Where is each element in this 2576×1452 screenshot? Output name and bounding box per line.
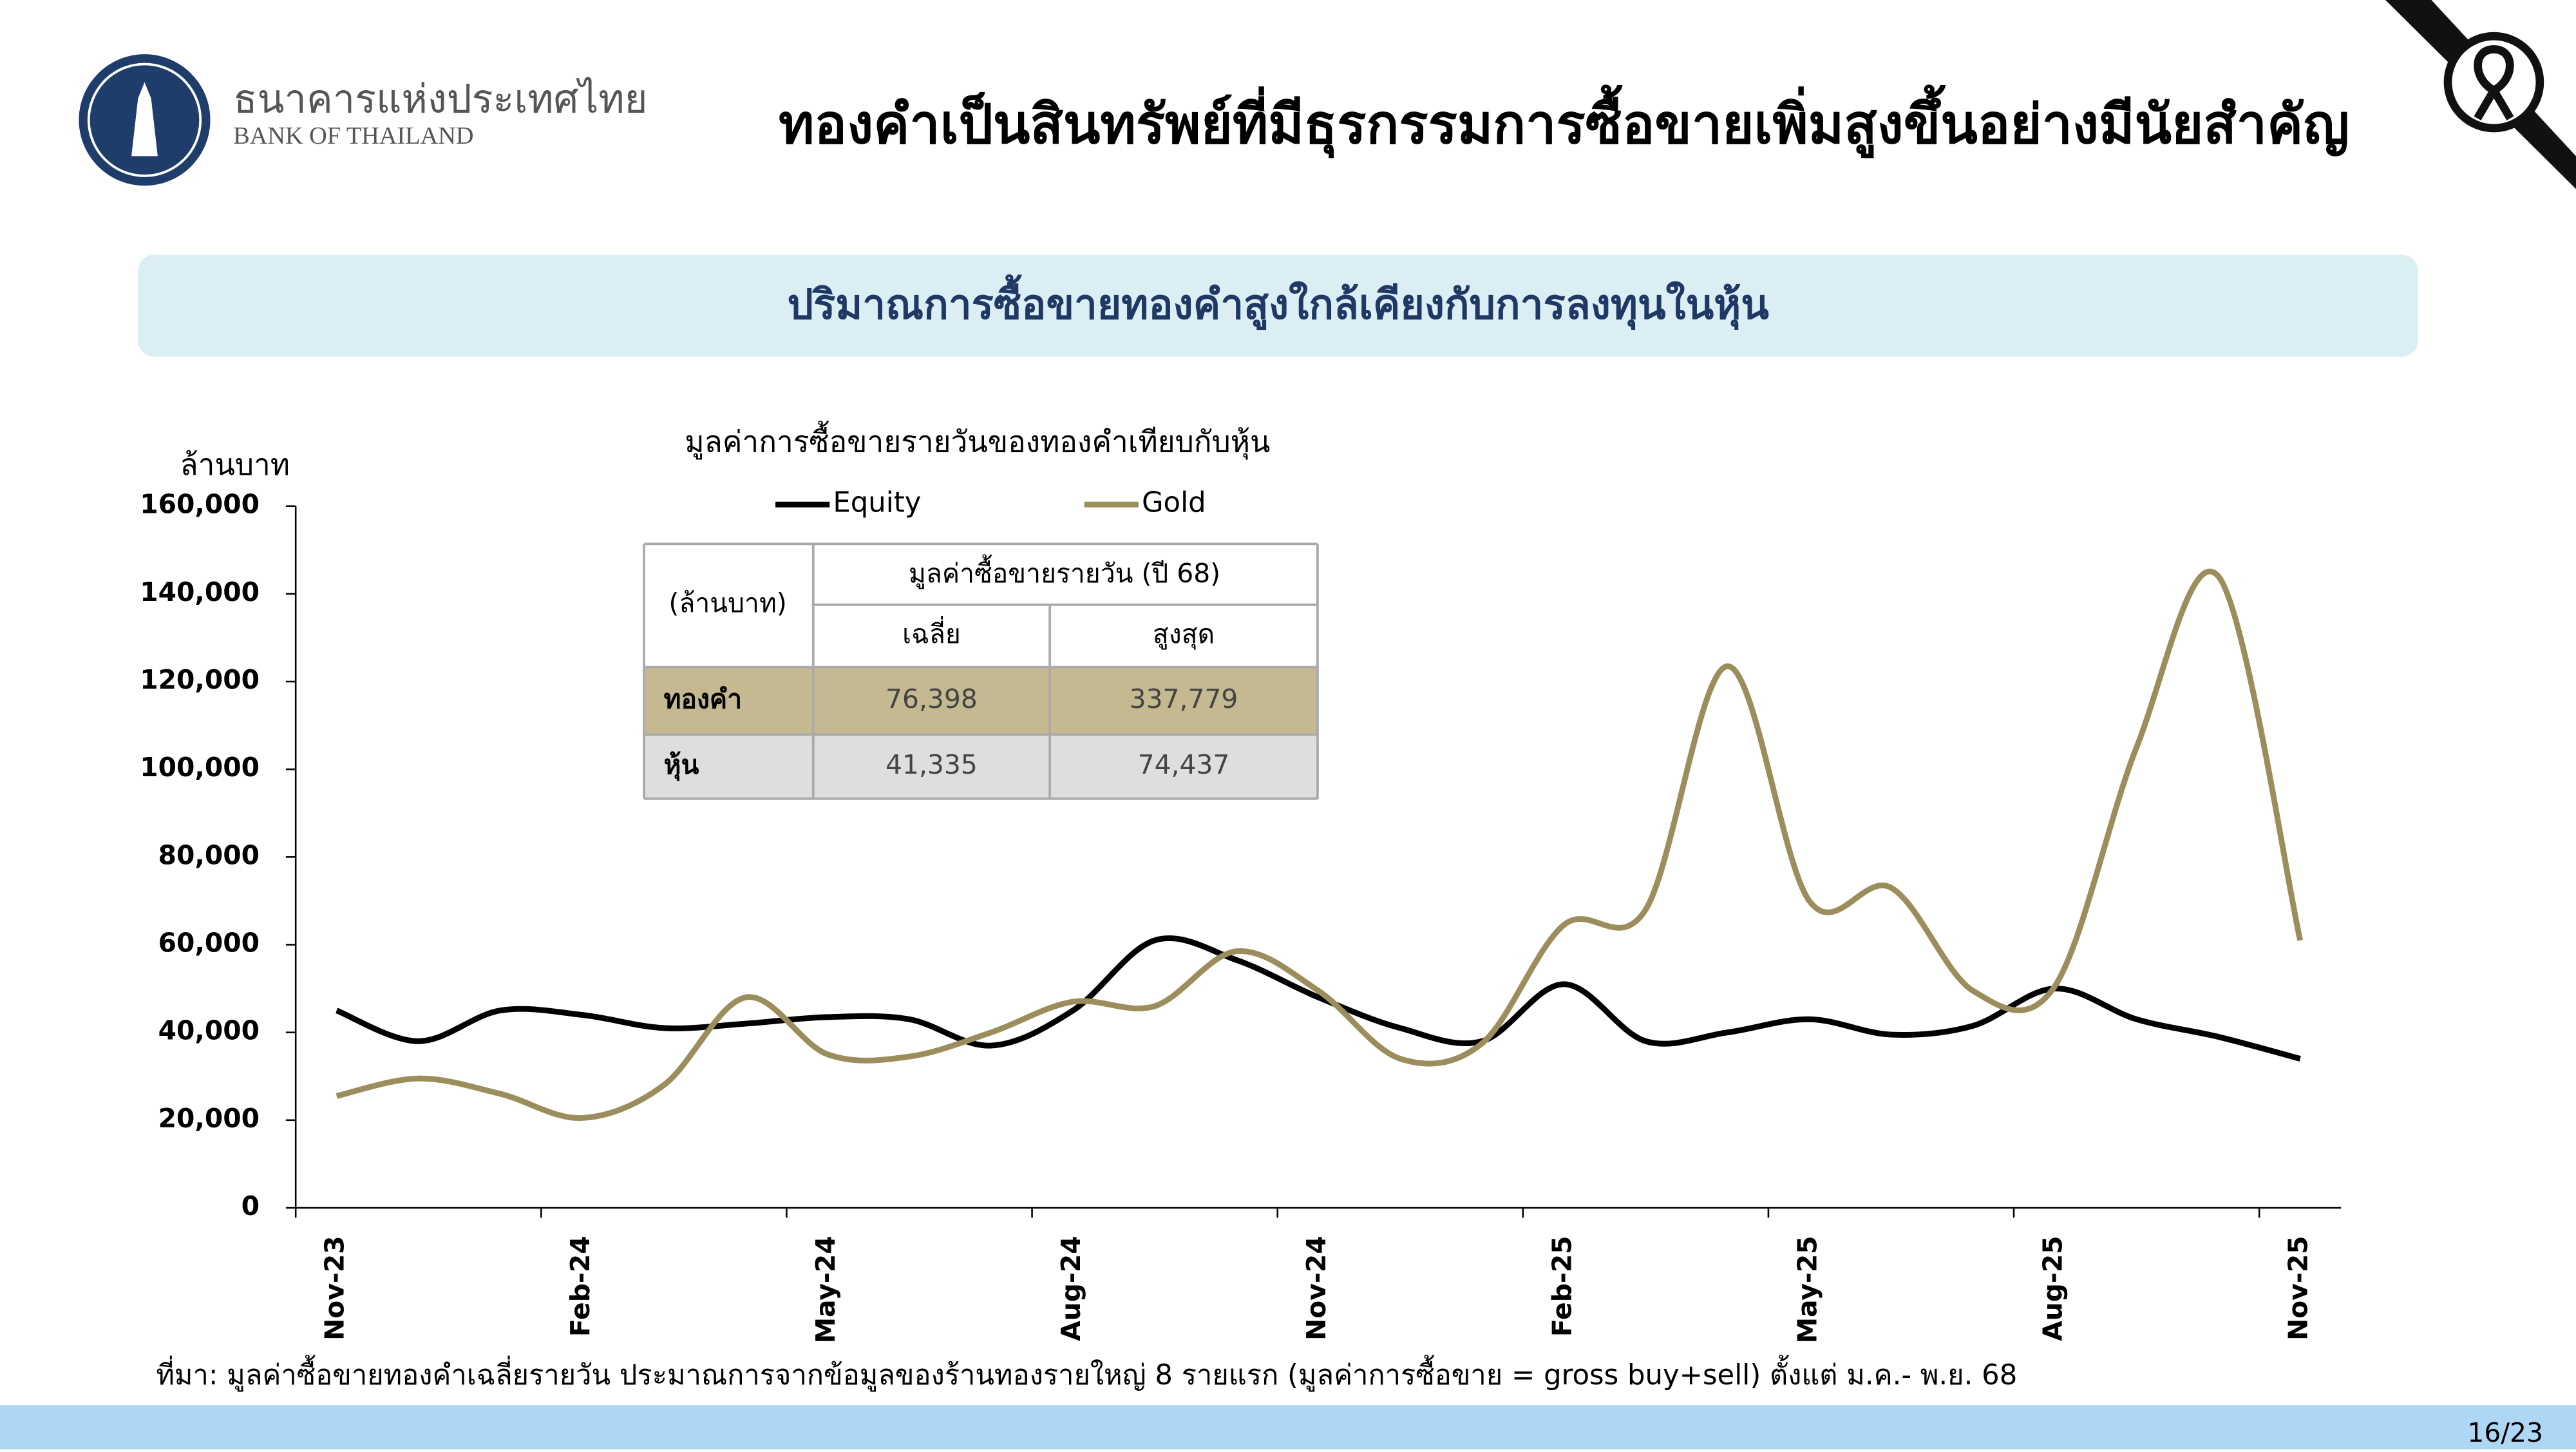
series-line (336, 568, 2304, 1121)
table-column-header: เฉลี่ย (902, 616, 961, 649)
x-tick-label: Nov-24 (1301, 1236, 1332, 1340)
x-tick-label: Aug-25 (2038, 1236, 2069, 1341)
legend-label: Gold (1142, 487, 1206, 519)
y-tick-label: 120,000 (140, 664, 260, 695)
x-tick-label: Nov-25 (2283, 1236, 2314, 1340)
table-cell: 337,779 (1130, 683, 1238, 714)
x-tick-label: May-24 (810, 1236, 841, 1343)
summary-table: ทองคำ 76,398 337,779 หุ้น 41,335 74,437 (ล้านบ… (643, 542, 1319, 800)
table-row-bg (644, 734, 1318, 799)
footer-bar (0, 1405, 2576, 1449)
table-group-header: มูลค่าซื้อขายรายวัน (ปี 68) (909, 554, 1220, 589)
page-number: 16/23 (2467, 1417, 2543, 1448)
row-label: หุ้น (664, 749, 699, 781)
table-corner: (ล้านบาท) (668, 587, 786, 618)
y-axis-label: ล้านบาท (180, 447, 290, 482)
y-tick-label: 60,000 (158, 928, 260, 959)
y-tick-label: 40,000 (158, 1015, 260, 1046)
table-cell: 41,335 (886, 749, 978, 780)
table-row-bg (644, 667, 1318, 735)
y-tick-label: 100,000 (140, 752, 260, 783)
logo-text-en: BANK OF THAILAND (233, 122, 473, 149)
mourning-ribbon (2474, 45, 2514, 120)
mourning-ribbon-badge (2443, 32, 2544, 133)
subtitle-box (138, 254, 2419, 357)
table-column-header: สูงสุด (1153, 618, 1215, 650)
x-tick-label: Nov-23 (319, 1236, 350, 1340)
footnote: ที่มา: มูลค่าซื้อขายทองคำเฉลี่ยรายวัน ปร… (156, 1355, 2017, 1392)
logo-figure (131, 82, 158, 157)
x-tick-label: Aug-24 (1056, 1236, 1086, 1341)
chart-title: มูลค่าการซื้อขายรายวันของทองคำเทียบกับหุ… (685, 420, 1270, 460)
y-tick-label: 20,000 (158, 1103, 260, 1134)
chart: 0 20,000 40,000 60,000 80,000 100,000 120,000 1… (140, 487, 2342, 1344)
legend-label: Equity (833, 487, 921, 519)
table-cell: 74,437 (1138, 749, 1230, 780)
x-tick-label: Feb-24 (565, 1236, 596, 1337)
row-label: ทองคำ (664, 683, 743, 714)
logo-text-th: ธนาคารแห่งประเทศไทย (233, 77, 647, 122)
subtitle: ปริมาณการซื้อขายทองคำสูงใกล้เคียงกับการล… (787, 274, 1769, 330)
x-tick-label: Feb-25 (1546, 1236, 1577, 1337)
page-title: ทองคำเป็นสินทรัพย์ที่มีธุรกรรมการซื้อขาย… (779, 84, 2349, 158)
series-line (336, 935, 2301, 1062)
y-tick-label: 80,000 (158, 839, 260, 870)
y-tick-label: 140,000 (140, 577, 260, 607)
y-tick-label: 160,000 (140, 489, 260, 520)
y-tick-label: 0 (242, 1190, 260, 1221)
x-tick-label: May-25 (1792, 1236, 1823, 1343)
table-cell: 76,398 (886, 683, 978, 714)
logo-ring (87, 62, 202, 177)
